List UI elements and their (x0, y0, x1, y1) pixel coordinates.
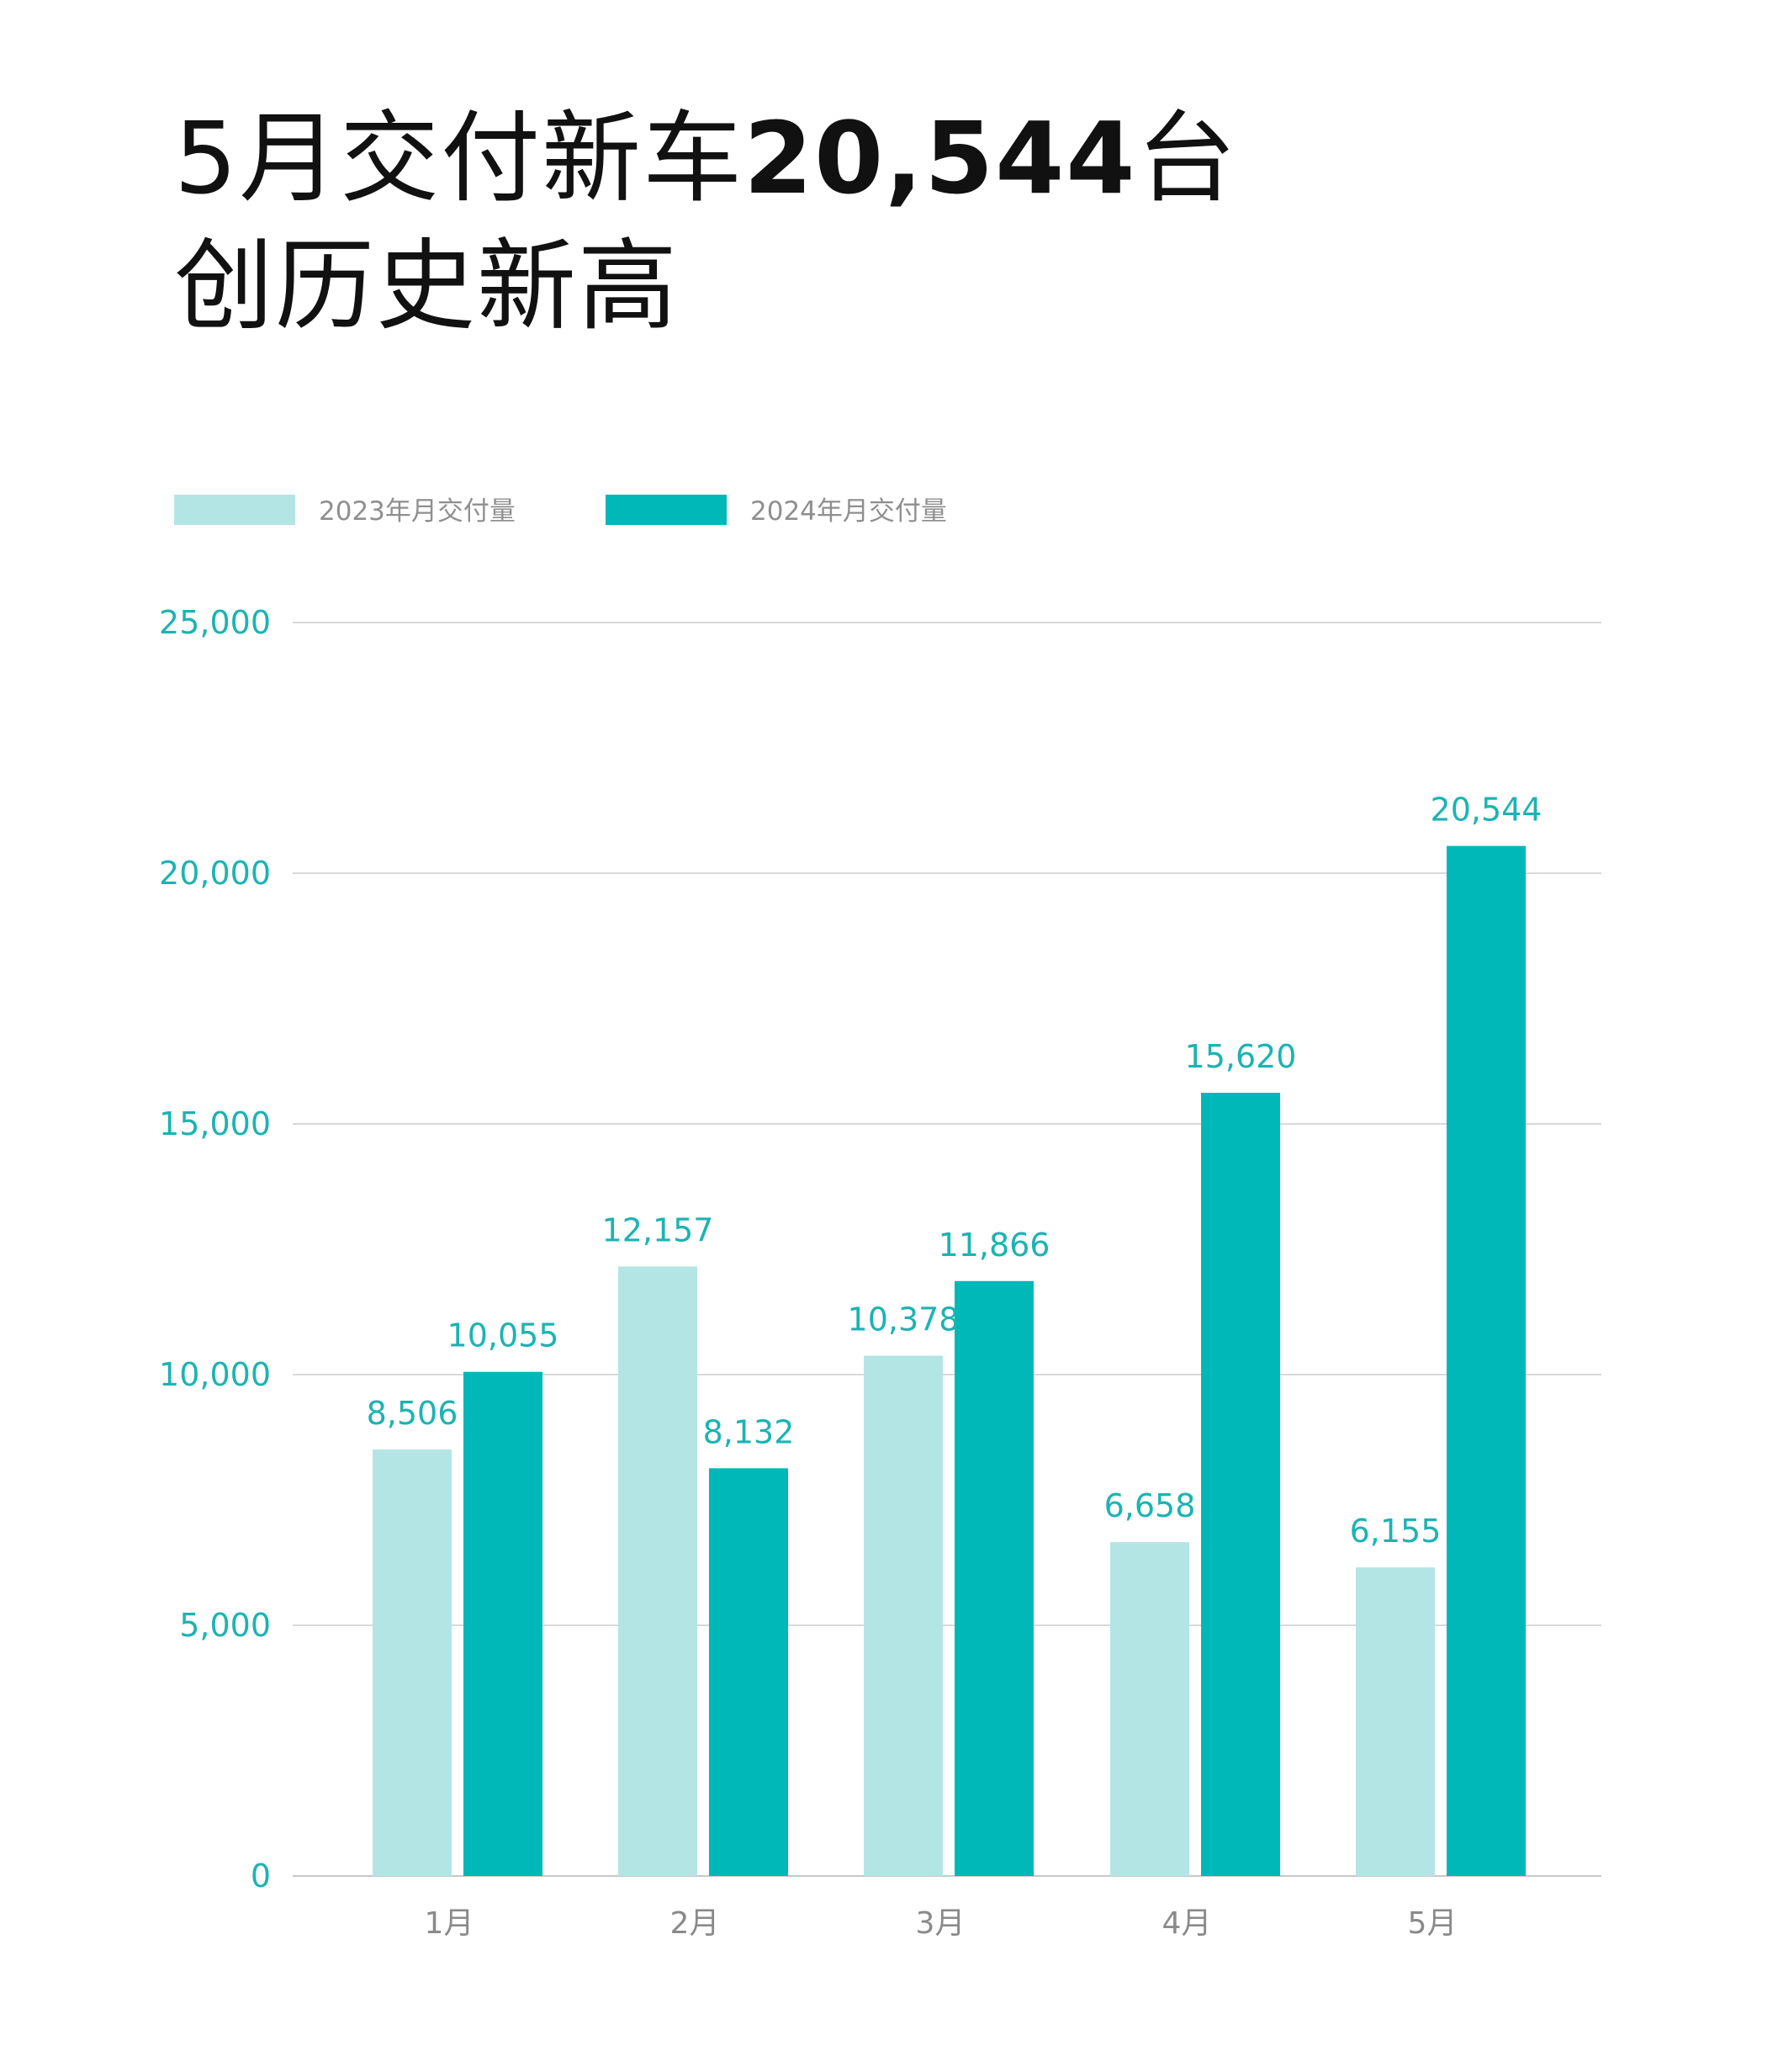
bar-s1-2 (618, 1266, 697, 1876)
value-label-s2-1: 10,055 (447, 1317, 559, 1354)
headline: 5月交付新车20,544台 创历史新高 (174, 94, 1237, 350)
value-label-s1-5: 6,155 (1350, 1513, 1442, 1550)
legend-swatch-2 (606, 495, 727, 525)
bar-s2-5 (1447, 845, 1526, 1876)
bar-marks (373, 845, 1526, 1876)
value-label-s2-3: 11,866 (939, 1227, 1050, 1264)
bar-s1-5 (1356, 1567, 1435, 1876)
category-label-5: 5月 (1408, 1906, 1458, 1941)
category-label-4: 4月 (1162, 1906, 1212, 1941)
value-label-s2-2: 8,132 (703, 1413, 795, 1450)
value-labels: 8,506 10,055 12,157 8,132 10,378 11,866 6,658 1… (367, 792, 1543, 1550)
bar-s2-3 (955, 1280, 1034, 1876)
y-tick-label-2: 10,000 (159, 1356, 271, 1393)
value-label-s1-2: 12,157 (602, 1211, 714, 1248)
headline-line2: 创历史新高 (174, 228, 680, 344)
legend-swatch-1 (174, 495, 295, 525)
legend-label-1: 2023年月交付量 (319, 496, 516, 527)
category-labels: 1月 2月 3月 4月 5月 (425, 1906, 1458, 1941)
value-label-s2-5: 20,544 (1431, 792, 1543, 829)
value-label-s1-4: 6,658 (1104, 1487, 1196, 1524)
headline-suffix: 台 (1136, 100, 1238, 216)
value-label-s1-1: 8,506 (367, 1395, 458, 1432)
y-tick-label-4: 20,000 (159, 855, 271, 892)
bar-s2-2 (709, 1468, 788, 1876)
headline-number: 20,544 (743, 100, 1137, 216)
headline-line1: 5月交付新车20,544台 (174, 94, 1237, 222)
bar-s1-4 (1110, 1542, 1189, 1876)
legend-label-2: 2024年月交付量 (750, 496, 947, 527)
y-tick-label-3: 15,000 (159, 1105, 271, 1142)
chart-legend: 2023年月交付量 2024年月交付量 (174, 495, 947, 527)
headline-prefix: 5月交付新车 (174, 100, 744, 216)
value-label-s2-4: 15,620 (1185, 1038, 1297, 1075)
bar-s1-1 (373, 1449, 452, 1876)
bar-s2-4 (1201, 1093, 1280, 1876)
category-label-1: 1月 (425, 1906, 474, 1941)
y-tick-label-5: 25,000 (159, 604, 271, 641)
y-axis-tick-labels: 0 5,000 10,000 15,000 20,000 25,000 (159, 604, 271, 1894)
category-label-3: 3月 (916, 1906, 966, 1941)
y-tick-label-0: 0 (251, 1857, 271, 1894)
category-label-2: 2月 (670, 1906, 720, 1941)
bar-s2-1 (463, 1371, 542, 1876)
y-tick-label-1: 5,000 (179, 1607, 271, 1644)
bar-s1-3 (864, 1355, 943, 1876)
value-label-s1-3: 10,378 (848, 1301, 960, 1338)
